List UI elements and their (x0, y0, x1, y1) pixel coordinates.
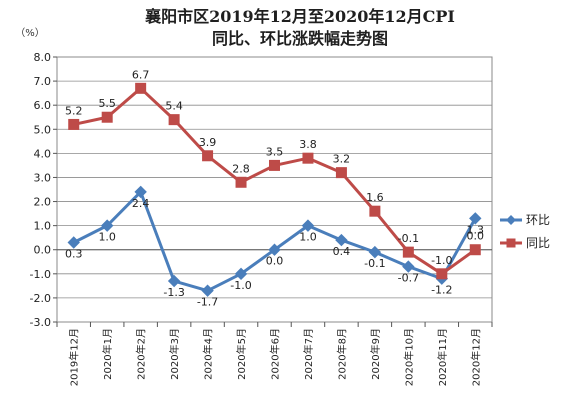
legend-label: 环比 (526, 213, 550, 227)
data-labels: 0.3 1.0 2.4 -1.3 -1.7 -1.0 0.0 1.0 0.4 -0.1 -0.7 -1… (65, 68, 484, 308)
data-label: 0.4 (333, 245, 351, 258)
y-tick-label: 2.0 (34, 196, 52, 209)
x-tick-label: 2020年2月 (135, 328, 148, 380)
x-tick-label: 2020年9月 (369, 328, 382, 380)
data-point-marker (436, 268, 448, 280)
data-label: -0.7 (398, 272, 419, 285)
data-label: 5.2 (65, 104, 83, 117)
x-tick-label: 2020年1月 (101, 328, 114, 380)
plot-border (56, 56, 493, 323)
y-axis-ticks: 8.0 7.0 6.0 5.0 4.0 3.0 2.0 1.0 0.0 -1.0 -2.0 -3.0 (30, 51, 57, 329)
gridlines (57, 56, 492, 323)
series-layer (67, 82, 482, 297)
data-point-marker (134, 185, 147, 199)
data-point-marker (368, 245, 382, 259)
data-label: -1.0 (230, 279, 251, 292)
x-tick-label: 2020年5月 (235, 328, 248, 380)
y-tick-label: -3.0 (30, 316, 51, 329)
data-point-marker (302, 152, 314, 164)
data-label: 2.8 (232, 162, 250, 175)
data-label: 0.0 (266, 255, 284, 268)
legend-swatch-marker (506, 238, 516, 248)
data-point-marker (235, 176, 247, 188)
data-label: 2.4 (132, 197, 150, 210)
data-point-marker (67, 236, 80, 249)
x-tick-label: 2020年11月 (436, 328, 449, 386)
y-tick-label: 8.0 (34, 51, 52, 64)
y-tick-label: -2.0 (30, 292, 51, 305)
y-tick-label: 3.0 (34, 171, 52, 184)
x-tick-label: 2020年4月 (202, 328, 215, 380)
y-tick-label: 7.0 (34, 75, 52, 88)
data-point-marker (268, 243, 281, 256)
data-point-marker (168, 114, 180, 126)
x-tick-label: 2020年12月 (469, 328, 482, 386)
x-axis-ticks: 2019年12月 2020年1月 2020年2月 2020年3月 2020年4月 2020… (56, 322, 493, 386)
data-label: 5.5 (98, 97, 116, 110)
data-label: 3.8 (299, 138, 317, 151)
data-label: 6.7 (132, 68, 150, 81)
data-point-marker (402, 246, 414, 258)
data-point-marker (469, 244, 481, 256)
y-tick-label: 6.0 (34, 99, 52, 112)
chart-title-line1: 襄阳市区2019年12月至2020年12月CPI (144, 7, 455, 26)
y-tick-label: 4.0 (34, 147, 52, 160)
data-label: -1.2 (431, 284, 452, 297)
data-point-marker (269, 159, 280, 171)
data-label: 1.0 (98, 231, 116, 244)
data-point-marker (469, 212, 482, 225)
chart-title-line2: 同比、环比涨跌幅走势图 (212, 29, 388, 48)
data-point-marker (369, 205, 381, 217)
x-tick-label: 2020年6月 (269, 328, 282, 380)
data-point-marker (167, 274, 181, 288)
data-label: 3.9 (199, 136, 217, 149)
data-point-marker (234, 267, 248, 281)
data-point-marker (68, 118, 80, 130)
data-point-marker (335, 233, 348, 247)
data-point-marker (201, 284, 214, 297)
data-point-marker (101, 111, 113, 123)
y-axis-unit: （%） (15, 27, 45, 39)
data-point-marker (335, 167, 347, 179)
data-point-marker (301, 219, 315, 232)
data-label: 0.0 (467, 230, 485, 243)
data-point-marker (402, 260, 415, 273)
legend-swatch-marker (506, 215, 516, 225)
data-label: 3.2 (333, 153, 351, 166)
data-label: -0.1 (364, 257, 385, 270)
y-tick-label: 0.0 (34, 244, 52, 257)
data-label: 3.5 (266, 145, 284, 158)
data-label: 1.3 (467, 223, 485, 236)
data-label: -1.0 (431, 254, 452, 267)
y-tick-label: 1.0 (34, 220, 52, 233)
y-tick-label: 5.0 (34, 123, 52, 136)
data-label: -0.1 (398, 232, 419, 245)
data-point-marker (135, 82, 147, 94)
y-tick-label: -1.0 (30, 268, 51, 281)
x-tick-label: 2020年8月 (335, 328, 348, 380)
data-label: 0.3 (65, 248, 83, 261)
data-label: 1.0 (299, 231, 317, 244)
data-point-marker (100, 219, 114, 232)
x-tick-label: 2020年3月 (168, 328, 181, 380)
data-label: -1.7 (197, 296, 218, 309)
data-label: -1.3 (163, 286, 184, 299)
plot-area (56, 56, 493, 323)
x-tick-label: 2019年12月 (68, 328, 81, 386)
data-label: 5.4 (165, 100, 183, 113)
data-point-marker (202, 150, 214, 162)
legend-label: 同比 (526, 236, 550, 250)
x-tick-label: 2020年7月 (302, 328, 315, 380)
x-tick-label: 2020年10月 (402, 328, 415, 386)
data-label: 1.6 (366, 191, 384, 204)
